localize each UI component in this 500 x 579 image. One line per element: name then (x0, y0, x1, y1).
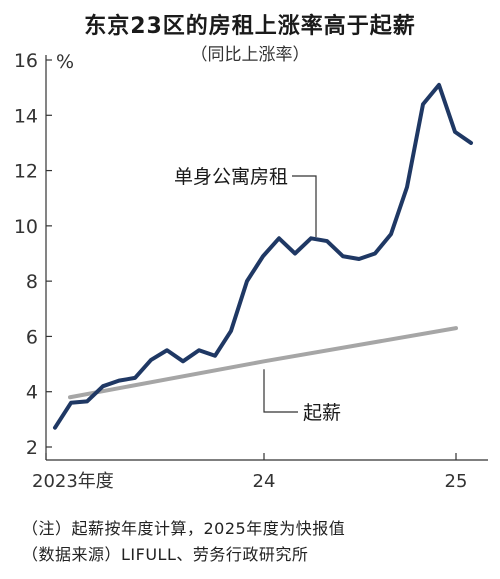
y-tick-label: 4 (26, 382, 38, 404)
x-tick-label: 2023年度 (32, 471, 114, 492)
annotation-leader (292, 175, 317, 238)
y-tick-label: 6 (26, 326, 38, 348)
chart-subtitle: （同比上涨率） (190, 45, 310, 65)
series-label-studio-rent: 单身公寓房租 (174, 166, 288, 188)
annotation-leader (263, 369, 298, 413)
x-tick-label: 25 (445, 471, 468, 492)
chart-title: 东京23区的房租上涨率高于起薪 (84, 14, 416, 39)
y-tick-label: 8 (26, 271, 38, 293)
x-axis: 2023年度 24 25 (32, 453, 488, 492)
footnote: （注）起薪按年度计算，2025年度为快报值 (22, 519, 346, 538)
series-label-starting-salary: 起薪 (303, 402, 341, 424)
y-tick-label: 16 (14, 50, 38, 72)
y-axis-unit: % (56, 51, 74, 73)
y-axis: 2 4 6 8 10 12 14 16 % (14, 50, 74, 460)
series-line-studio-rent (53, 82, 473, 430)
series-line-starting-salary (68, 326, 458, 400)
y-tick-label: 10 (14, 216, 38, 238)
y-tick-label: 12 (14, 161, 38, 183)
x-tick-label: 24 (253, 471, 276, 492)
y-tick-label: 14 (14, 105, 38, 127)
y-tick-label: 2 (26, 437, 38, 459)
data-source: （数据来源）LIFULL、劳务行政研究所 (22, 545, 309, 564)
